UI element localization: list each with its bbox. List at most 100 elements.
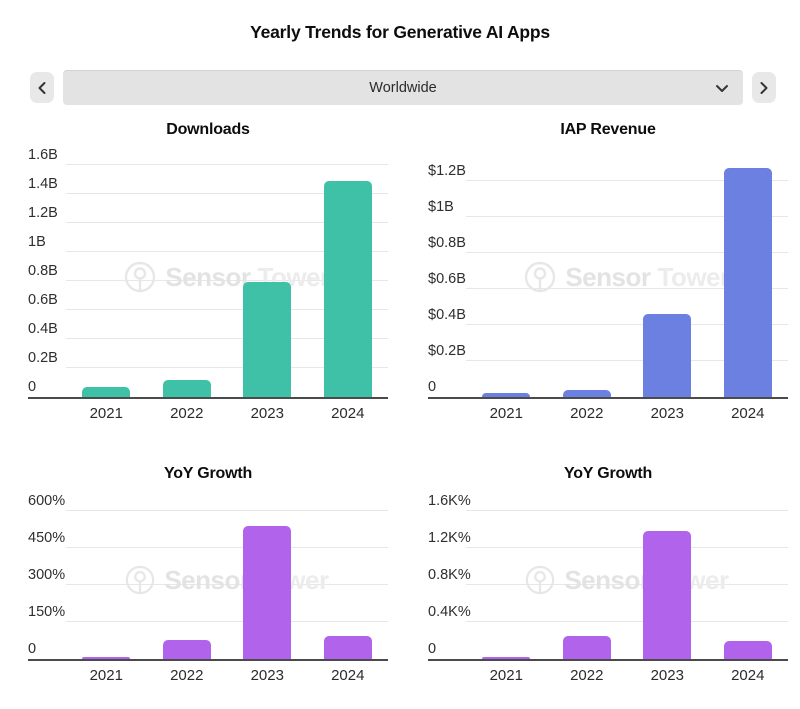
x-tick-label: 2021 [89, 405, 123, 422]
gridline [66, 621, 388, 622]
y-tick-label: 0.8K% [428, 566, 471, 583]
bar-2024[interactable] [723, 168, 772, 397]
gridline [66, 280, 388, 281]
bar-2022[interactable] [562, 635, 611, 659]
chevron-left-icon [37, 81, 47, 95]
sensor-tower-watermark: Sensor Tower [66, 501, 388, 659]
x-tick-label: 2024 [731, 667, 765, 684]
gridline [466, 288, 788, 289]
plot-area: Sensor Tower [66, 501, 388, 659]
gridline [66, 164, 388, 165]
gridline [466, 547, 788, 548]
bar-2021[interactable] [82, 386, 131, 397]
x-axis-line [28, 397, 388, 399]
charts-grid: Downloads 1.6B 1.4B 1.2B 1B 0.8B 0.6B 0.4B 0.2B… [0, 105, 800, 687]
bar-2021[interactable] [482, 393, 531, 397]
x-tick-label: 2021 [489, 405, 523, 422]
gridline [466, 510, 788, 511]
bar-2024[interactable] [323, 180, 372, 397]
gridline [466, 360, 788, 361]
page-title: Yearly Trends for Generative AI Apps [250, 22, 550, 42]
y-tick-label: 150% [28, 603, 66, 620]
bar-2023[interactable] [643, 314, 692, 397]
chevron-down-icon [715, 83, 729, 93]
bar-2022[interactable] [162, 379, 211, 397]
gridline [66, 193, 388, 194]
chart-title: YoY Growth [163, 465, 253, 482]
chevron-right-icon [759, 81, 769, 95]
y-tick-label: $0.4B [428, 306, 466, 323]
y-axis-labels: $1.2B $1B $0.8B $0.6B $0.4B $0.2B 0 [428, 157, 466, 397]
x-tick-label: 2022 [570, 405, 604, 422]
gridline [66, 309, 388, 310]
y-tick-label: $1.2B [428, 162, 466, 179]
x-tick-label: 2022 [170, 667, 204, 684]
x-tick-label: 2022 [570, 667, 604, 684]
sensor-tower-logo-icon [125, 565, 155, 595]
region-dropdown[interactable]: Worldwide [63, 70, 743, 105]
y-tick-label: 1.6K% [428, 492, 471, 509]
y-axis-labels: 1.6K% 1.2K% 0.8K% 0.4K% 0 [428, 493, 471, 659]
bar-2021[interactable] [482, 657, 531, 659]
gridline [466, 252, 788, 253]
x-axis-labels: 2021 2022 2023 2024 [466, 399, 788, 425]
gridline [466, 621, 788, 622]
x-tick-label: 2022 [170, 405, 204, 422]
sensor-tower-logo-icon [525, 565, 555, 595]
y-tick-label: $0.6B [428, 270, 466, 287]
bar-2022[interactable] [562, 389, 611, 397]
y-tick-label: 1B [28, 233, 46, 250]
gridline [466, 584, 788, 585]
gridline [466, 216, 788, 217]
bar-2024[interactable] [323, 636, 372, 659]
next-region-button[interactable] [752, 72, 776, 103]
bar-2023[interactable] [243, 525, 292, 659]
gridline [66, 251, 388, 252]
y-tick-label: 1.6B [28, 146, 58, 163]
y-tick-label: 0.4B [28, 320, 58, 337]
x-tick-label: 2021 [489, 667, 523, 684]
x-axis-labels: 2021 2022 2023 2024 [466, 661, 788, 687]
bar-2023[interactable] [643, 531, 692, 659]
x-tick-label: 2024 [331, 405, 365, 422]
x-tick-label: 2023 [650, 667, 684, 684]
x-axis-line [428, 659, 788, 661]
region-dropdown-value: Worldwide [369, 80, 437, 96]
watermark-text: Sensor [564, 564, 650, 595]
gridline [66, 222, 388, 223]
y-tick-label: 0.2B [28, 349, 58, 366]
x-tick-label: 2023 [650, 405, 684, 422]
gridline [66, 510, 388, 511]
bar-2023[interactable] [243, 282, 292, 397]
gridline [66, 338, 388, 339]
gridline [66, 547, 388, 548]
y-tick-label: 0 [428, 640, 437, 657]
gridline [466, 324, 788, 325]
gridline [66, 584, 388, 585]
chart-iap-revenue: IAP Revenue $1.2B $1B $0.8B $0.6B $0.4B $0.2B… [428, 121, 788, 425]
y-tick-label: 0.6B [28, 291, 58, 308]
y-tick-label: $0.2B [428, 342, 466, 359]
y-tick-label: $1B [428, 198, 454, 215]
y-tick-label: 0.4K% [428, 603, 471, 620]
watermark-text: Sensor [164, 564, 250, 595]
sensor-tower-logo-icon [124, 261, 156, 293]
y-tick-label: 600% [28, 492, 66, 509]
sensor-tower-watermark: Sensor Tower [466, 501, 788, 659]
plot-area: Sensor Tower [66, 157, 388, 397]
watermark-text: Sensor [165, 261, 251, 292]
chart-title: IAP Revenue [560, 121, 656, 138]
x-tick-label: 2023 [250, 405, 284, 422]
plot-area: Sensor Tower [466, 157, 788, 397]
bar-2022[interactable] [162, 639, 211, 659]
prev-region-button[interactable] [30, 72, 54, 103]
y-tick-label: 1.4B [28, 175, 58, 192]
x-axis-line [28, 659, 388, 661]
y-tick-label: $0.8B [428, 234, 466, 251]
chart-title: Downloads [166, 121, 250, 138]
bar-2024[interactable] [723, 640, 772, 659]
x-axis-labels: 2021 2022 2023 2024 [66, 399, 388, 425]
bar-2021[interactable] [82, 657, 131, 659]
region-selector-row: Worldwide [30, 70, 776, 105]
gridline [466, 180, 788, 181]
